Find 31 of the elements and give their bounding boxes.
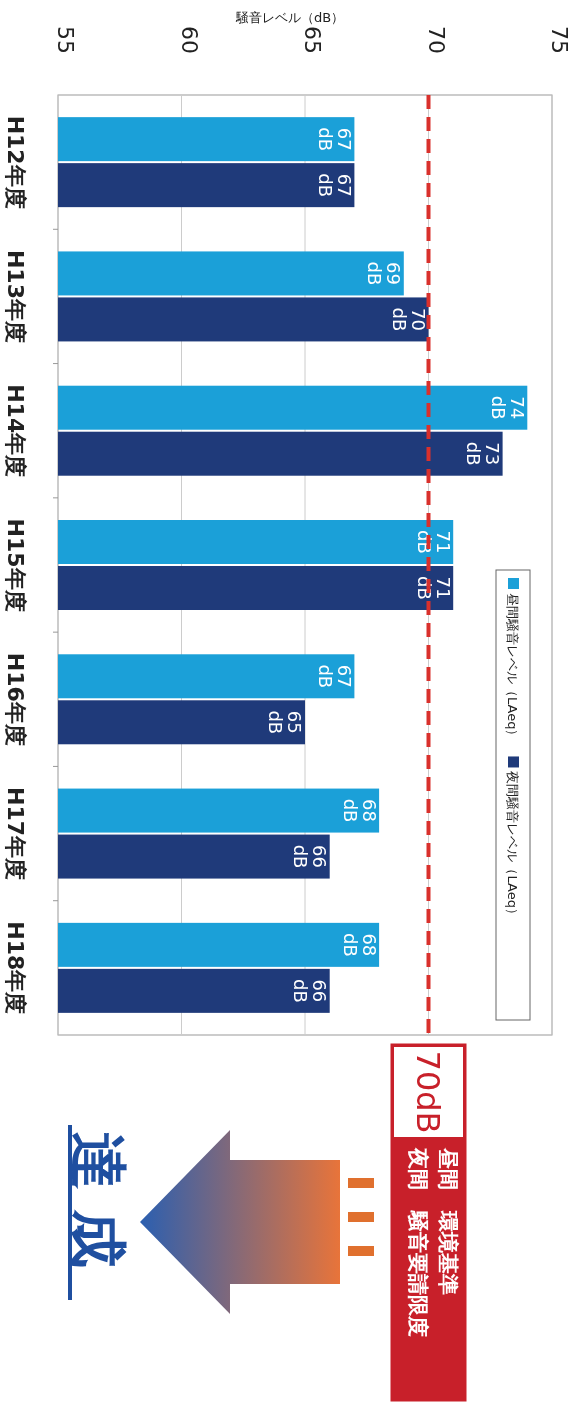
data-label: 68 dB [339,932,380,957]
text: 夜間 騒音要請限度 [405,1147,430,1337]
data-label: 70 dB [388,307,429,332]
y-tick-label: H12年度 [3,115,28,209]
y-tick-label: H18年度 [3,921,28,1015]
x-tick-label: 75 [547,26,572,54]
x-tick-label: 65 [300,26,325,54]
data-label: 66 dB [290,844,331,869]
y-tick-label: H15年度 [3,518,28,612]
x-tick-label: 70 [423,26,449,54]
data-label: 69 dB [364,261,405,286]
text: 70dB [409,1050,447,1134]
data-label: 67 dB [314,173,355,198]
data-label: 67 dB [314,664,355,689]
data-label: 73 dB [463,441,504,466]
y-tick-label: H14年度 [3,384,28,478]
y-tick-label: H16年度 [3,652,28,746]
y-tick-label: H13年度 [3,249,28,343]
data-label: 66 dB [290,978,331,1003]
x-tick-label: 55 [53,26,78,54]
y-tick-label: H17年度 [3,787,28,881]
legend-label: 夜間騒音レベル（LAeq） [505,771,520,921]
legend-label: 昼間騒音レベル（LAeq） [505,593,520,743]
x-axis-title: 騒音レベル（dB） [234,10,345,25]
data-label: 74 dB [487,395,528,420]
text: 昼間 環境基準 [435,1147,460,1295]
data-label: 68 dB [339,798,380,823]
text: 達成 [64,1132,132,1288]
data-label: 65 dB [265,710,306,735]
data-label: 67 dB [314,127,355,152]
x-tick-label: 60 [176,26,202,54]
